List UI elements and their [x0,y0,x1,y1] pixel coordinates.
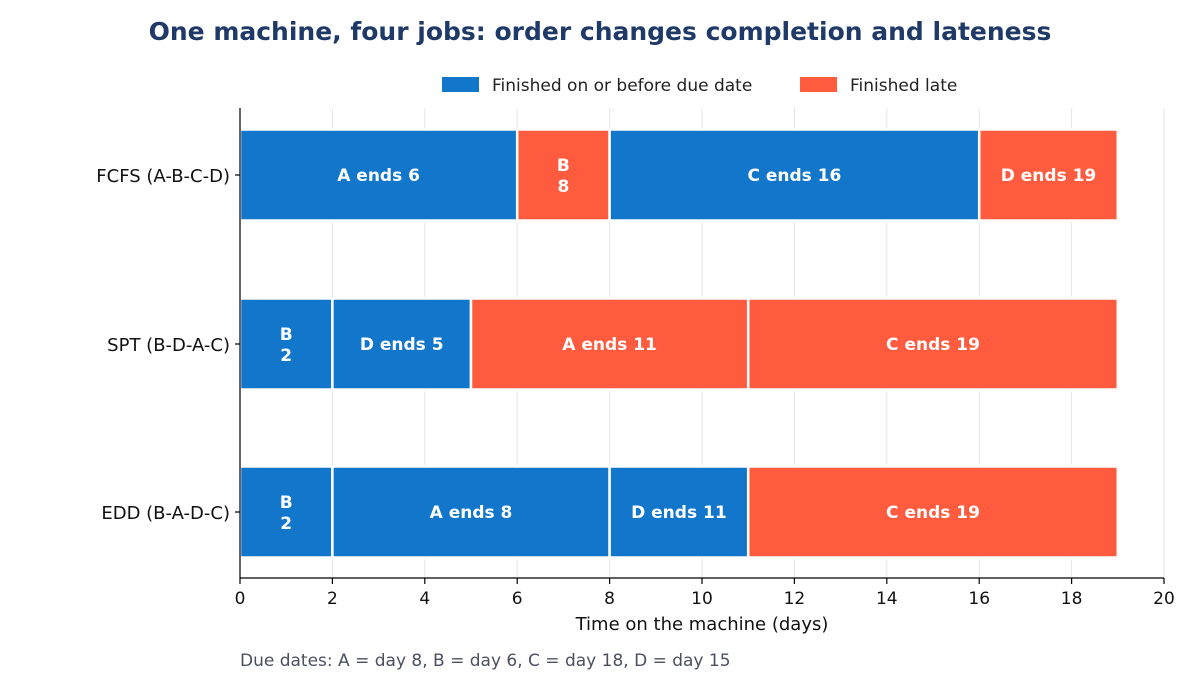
footnote: Due dates: A = day 8, B = day 6, C = day… [240,651,731,671]
x-tick-label: 16 [968,589,990,609]
x-tick-label: 18 [1061,589,1083,609]
x-tick-label: 6 [512,589,523,609]
bar-label-d: D ends 5 [360,335,444,355]
legend-label-late: Finished late [850,76,957,96]
bar-label-c: C ends 19 [886,335,980,355]
category-label: FCFS (A-B-C-D) [96,166,230,187]
x-axis-label: Time on the machine (days) [575,614,829,635]
bar-label-c: C ends 16 [747,166,841,186]
chart-title: One machine, four jobs: order changes co… [149,17,1052,46]
category-labels: FCFS (A-B-C-D) SPT (B-D-A-C) EDD (B-A-D-C) [96,166,230,524]
bar-label-c: C ends 19 [886,503,980,523]
bar-segment-a [469,297,750,391]
legend: Finished on or before due date Finished … [442,76,957,96]
bar-segment-b [515,128,611,222]
x-tick-label: 2 [327,589,338,609]
bar-segment-c [746,297,1120,391]
bar-label-a: A ends 8 [430,503,513,523]
bar-segment-d [331,297,473,391]
bar-segment-c [608,128,981,222]
category-label: SPT (B-D-A-C) [107,335,230,356]
bar-label-a: A ends 6 [337,166,420,186]
legend-swatch-ontime [442,77,479,92]
bar-segment-d [977,128,1120,222]
x-tick-label: 12 [784,589,806,609]
bars: A ends 6 B 8 C ends 16 D ends 19 B 2 D ends 5 A … [238,128,1120,559]
bar-label-d: D ends 19 [1001,166,1097,186]
x-ticks: 0 2 4 6 8 10 12 14 16 18 20 [235,578,1175,609]
bar-label-d: D ends 11 [631,503,727,523]
bar-segment-c [746,465,1120,559]
legend-swatch-late [800,77,837,92]
bar-label-a: A ends 11 [562,335,657,355]
x-tick-label: 0 [235,589,246,609]
x-tick-label: 10 [691,589,713,609]
bar-segment-b [238,465,334,559]
x-tick-label: 8 [604,589,615,609]
bar-segment-a [331,465,611,559]
x-tick-label: 14 [876,589,898,609]
category-label: EDD (B-A-D-C) [101,503,230,524]
legend-label-ontime: Finished on or before due date [492,76,752,96]
x-tick-label: 20 [1153,589,1175,609]
bar-segment-d [608,465,750,559]
x-tick-label: 4 [419,589,430,609]
